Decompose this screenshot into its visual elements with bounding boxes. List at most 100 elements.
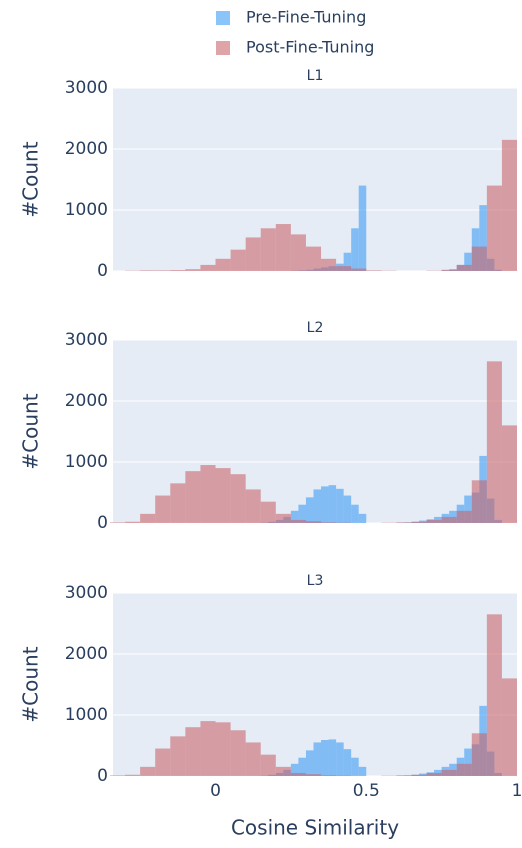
- histogram-bar: [487, 614, 502, 776]
- x-tick-label: 0.5: [353, 781, 380, 801]
- histogram-bar: [200, 721, 215, 776]
- histogram-bar: [329, 739, 337, 776]
- histogram-bar: [276, 514, 291, 523]
- histogram-bar: [306, 750, 314, 776]
- histogram-bar: [472, 733, 487, 776]
- histogram-bar: [321, 522, 336, 523]
- y-axis-label: #Count: [19, 141, 43, 217]
- legend-label: Pre-Fine-Tuning: [246, 8, 366, 27]
- histogram-bar: [185, 269, 200, 271]
- histogram-bar: [487, 361, 502, 523]
- histogram-bar: [125, 522, 140, 523]
- histogram-bar: [306, 497, 314, 523]
- histogram-bar: [291, 520, 306, 523]
- histogram-bar: [231, 250, 246, 271]
- histogram-bar: [306, 521, 321, 523]
- histogram-bar: [291, 234, 306, 271]
- histogram-bar: [261, 502, 276, 523]
- y-tick-label: 1000: [65, 200, 108, 220]
- histogram-bar: [200, 265, 215, 271]
- histogram-bar: [231, 730, 246, 776]
- histogram-bar: [155, 496, 170, 523]
- histogram-bar: [502, 425, 517, 523]
- histogram-bar: [185, 471, 200, 523]
- histogram-bar: [359, 514, 367, 523]
- legend-swatch: [216, 11, 230, 25]
- histogram-bar: [366, 270, 381, 271]
- histogram-bar: [170, 736, 185, 776]
- y-tick-label: 3000: [65, 583, 108, 603]
- histogram-bar: [457, 764, 472, 776]
- histogram-bar: [336, 489, 344, 523]
- histogram-bar: [359, 767, 367, 776]
- histogram-bar: [306, 247, 321, 271]
- histogram-bar: [276, 767, 291, 776]
- histogram-bar: [472, 247, 487, 271]
- x-tick-label: 1: [512, 781, 522, 801]
- histogram-bar: [185, 727, 200, 776]
- histogram-bar: [140, 270, 155, 271]
- histogram-bar: [125, 775, 140, 776]
- x-axis-label: Cosine Similarity: [231, 816, 399, 840]
- histogram-bar: [472, 480, 487, 523]
- histogram-bar: [321, 486, 329, 523]
- histogram-bar: [313, 489, 321, 523]
- histogram-bar: [200, 465, 215, 523]
- histogram-bar: [321, 259, 336, 271]
- histogram-bar: [351, 269, 366, 271]
- histogram-bar: [140, 514, 155, 523]
- histogram-bar: [170, 270, 185, 271]
- y-tick-label: 0: [97, 513, 108, 533]
- histogram-bar: [351, 228, 359, 271]
- histogram-bar: [344, 496, 352, 523]
- histogram-bar: [246, 742, 261, 776]
- subplot-title: L1: [307, 68, 324, 84]
- histogram-bar: [321, 775, 336, 776]
- y-tick-label: 3000: [65, 78, 108, 98]
- histogram-bar: [306, 774, 321, 776]
- histogram-bar: [246, 489, 261, 523]
- histogram-bar: [427, 520, 442, 523]
- histogram-bar: [442, 270, 457, 271]
- histogram-bar: [351, 758, 359, 776]
- plot-background: [113, 88, 517, 271]
- subplot-title: L2: [307, 320, 324, 336]
- histogram-bar: [216, 722, 231, 776]
- histogram-bar: [155, 749, 170, 776]
- histogram-bar: [351, 505, 359, 523]
- histogram-bar: [427, 773, 442, 776]
- y-tick-label: 0: [97, 766, 108, 786]
- histogram-bar: [170, 483, 185, 523]
- histogram-bar: [276, 224, 291, 271]
- histogram-bar: [359, 186, 367, 271]
- histogram-bar: [502, 140, 517, 271]
- y-tick-label: 2000: [65, 391, 108, 411]
- y-tick-label: 2000: [65, 644, 108, 664]
- histogram-bar: [487, 186, 502, 271]
- y-tick-label: 0: [97, 261, 108, 281]
- histogram-bar: [336, 742, 344, 776]
- y-tick-label: 1000: [65, 452, 108, 472]
- y-axis-label: #Count: [19, 393, 43, 469]
- histogram-bar: [231, 474, 246, 523]
- histogram-bar: [344, 749, 352, 776]
- y-tick-label: 1000: [65, 705, 108, 725]
- histogram-bar: [502, 678, 517, 776]
- histogram-bar: [411, 775, 426, 776]
- y-tick-label: 3000: [65, 330, 108, 350]
- histogram-bar: [110, 775, 125, 776]
- histogram-bar: [336, 266, 351, 271]
- histogram-bar: [155, 270, 170, 271]
- y-tick-label: 2000: [65, 139, 108, 159]
- histogram-bar: [216, 259, 231, 271]
- histogram-bar: [321, 740, 329, 776]
- legend-label: Post-Fine-Tuning: [246, 38, 374, 57]
- histogram-bar: [396, 522, 411, 523]
- histogram-bar: [457, 265, 472, 271]
- x-tick-label: 0: [210, 781, 221, 801]
- histogram-bar: [442, 770, 457, 776]
- subplot-title: L3: [307, 573, 324, 589]
- histogram-bar: [329, 485, 337, 523]
- histogram-bar: [216, 468, 231, 523]
